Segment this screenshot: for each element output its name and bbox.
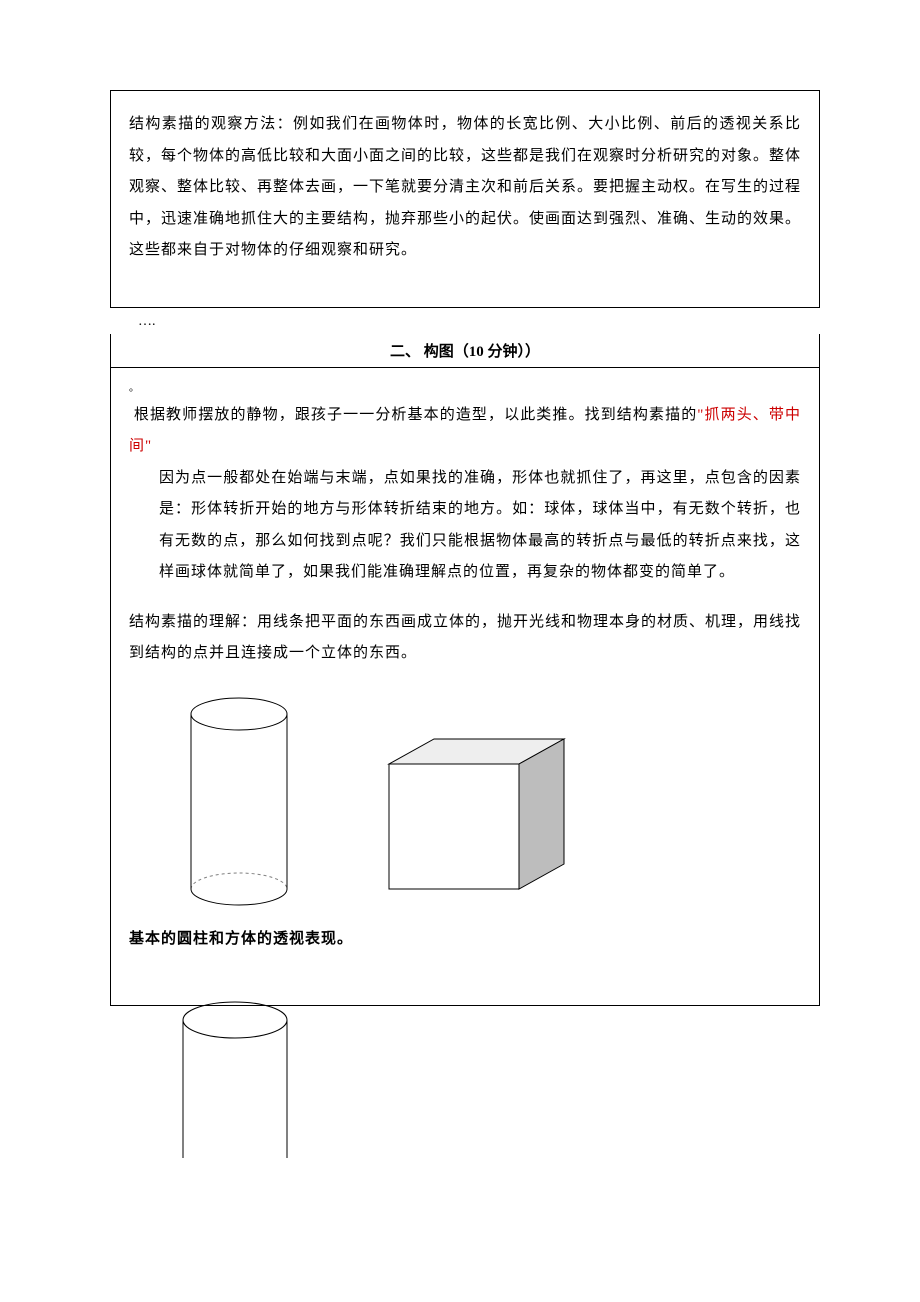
bottom-cylinder-diagram <box>170 998 300 1158</box>
section-2-para-3: 结构素描的理解：用线条把平面的东西画成立体的，抛开光线和物理本身的材质、机理，用… <box>129 607 801 670</box>
bottom-cylinder-wrap <box>170 998 820 1158</box>
section-1-paragraph: 结构素描的观察方法：例如我们在画物体时，物体的长宽比例、大小比例、前后的透视关系… <box>129 109 801 267</box>
cylinder-diagram <box>179 694 299 914</box>
section-2-para-2: 因为点一般都处在始端与末端，点如果找的准确，形体也就抓住了，再这里，点包含的因素… <box>129 463 801 589</box>
ellipsis-dots: …. <box>138 314 820 330</box>
page: 结构素描的观察方法：例如我们在画物体时，物体的长宽比例、大小比例、前后的透视关系… <box>0 0 920 1158</box>
section-2-para-1: 根据教师摆放的静物，跟孩子一一分析基本的造型，以此类推。找到结构素描的"抓两头、… <box>129 400 801 463</box>
circle-mark: 。 <box>129 383 139 394</box>
section-2-cell: 。 根据教师摆放的静物，跟孩子一一分析基本的造型，以此类推。找到结构素描的"抓两… <box>110 368 820 1007</box>
shapes-caption: 基本的圆柱和方体的透视表现。 <box>129 924 801 956</box>
cube-wrap <box>359 724 599 924</box>
section-2-header: 二、 构图（10 分钟）） <box>110 334 820 368</box>
section-1-cell: 结构素描的观察方法：例如我们在画物体时，物体的长宽比例、大小比例、前后的透视关系… <box>110 90 820 308</box>
para1-text: 根据教师摆放的静物，跟孩子一一分析基本的造型，以此类推。找到结构素描的 <box>134 407 697 423</box>
cube-diagram-2 <box>359 724 599 914</box>
